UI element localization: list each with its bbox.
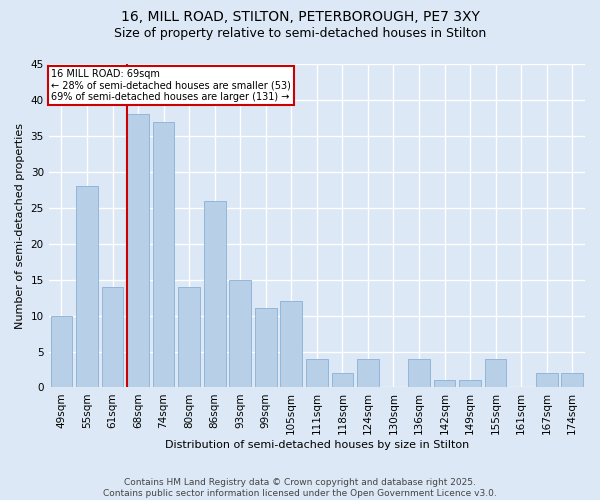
Bar bbox=[562, 373, 583, 388]
Bar bbox=[204, 200, 226, 388]
Bar bbox=[434, 380, 455, 388]
Bar bbox=[357, 358, 379, 388]
X-axis label: Distribution of semi-detached houses by size in Stilton: Distribution of semi-detached houses by … bbox=[165, 440, 469, 450]
Bar bbox=[101, 287, 124, 388]
Bar bbox=[280, 301, 302, 388]
Text: Contains HM Land Registry data © Crown copyright and database right 2025.
Contai: Contains HM Land Registry data © Crown c… bbox=[103, 478, 497, 498]
Text: 16, MILL ROAD, STILTON, PETERBOROUGH, PE7 3XY: 16, MILL ROAD, STILTON, PETERBOROUGH, PE… bbox=[121, 10, 479, 24]
Bar bbox=[306, 358, 328, 388]
Bar bbox=[536, 373, 557, 388]
Bar bbox=[76, 186, 98, 388]
Text: 16 MILL ROAD: 69sqm
← 28% of semi-detached houses are smaller (53)
69% of semi-d: 16 MILL ROAD: 69sqm ← 28% of semi-detach… bbox=[52, 69, 291, 102]
Bar bbox=[50, 316, 72, 388]
Bar bbox=[229, 280, 251, 388]
Y-axis label: Number of semi-detached properties: Number of semi-detached properties bbox=[15, 122, 25, 328]
Bar bbox=[127, 114, 149, 388]
Bar bbox=[332, 373, 353, 388]
Bar bbox=[178, 287, 200, 388]
Bar bbox=[459, 380, 481, 388]
Bar bbox=[408, 358, 430, 388]
Bar bbox=[255, 308, 277, 388]
Text: Size of property relative to semi-detached houses in Stilton: Size of property relative to semi-detach… bbox=[114, 28, 486, 40]
Bar bbox=[485, 358, 506, 388]
Bar bbox=[153, 122, 175, 388]
